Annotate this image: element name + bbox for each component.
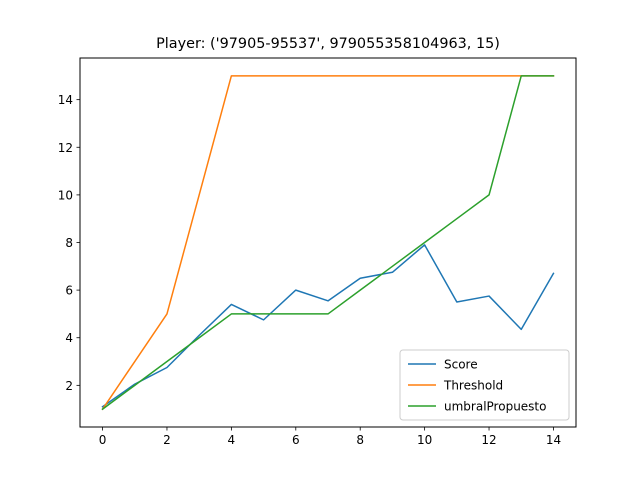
x-tick-label: 10 [417, 433, 432, 447]
x-tick-label: 4 [228, 433, 236, 447]
x-tick-label: 14 [546, 433, 561, 447]
x-tick-label: 12 [481, 433, 496, 447]
y-tick-label: 4 [65, 331, 73, 345]
chart-title: Player: ('97905-95537', 979055358104963,… [156, 36, 500, 52]
x-tick-label: 2 [163, 433, 171, 447]
y-tick-label: 12 [58, 141, 73, 155]
x-axis: 0 2 4 6 8 10 12 14 [99, 427, 561, 447]
axes-frame [79, 57, 577, 428]
y-tick-label: 6 [65, 284, 73, 298]
y-tick-label: 8 [65, 236, 73, 250]
legend-label: Threshold [443, 379, 503, 393]
y-tick-label: 14 [58, 93, 73, 107]
x-tick-label: 8 [356, 433, 364, 447]
legend-label: umbralPropuesto [444, 400, 546, 414]
y-tick-label: 10 [58, 188, 73, 202]
legend-label: Score [444, 358, 478, 372]
legend-box [399, 349, 570, 421]
series-line-umbralpropuesto [101, 75, 555, 411]
y-tick-label: 2 [65, 379, 73, 393]
legend: Score Threshold umbralPropuesto [399, 349, 570, 421]
x-tick-label: 0 [99, 433, 107, 447]
series-layer [101, 75, 555, 411]
x-tick-label: 6 [292, 433, 300, 447]
series-line-threshold [101, 75, 555, 411]
series-line-score [101, 244, 555, 408]
y-axis: 2 4 6 8 10 12 14 [58, 93, 80, 393]
